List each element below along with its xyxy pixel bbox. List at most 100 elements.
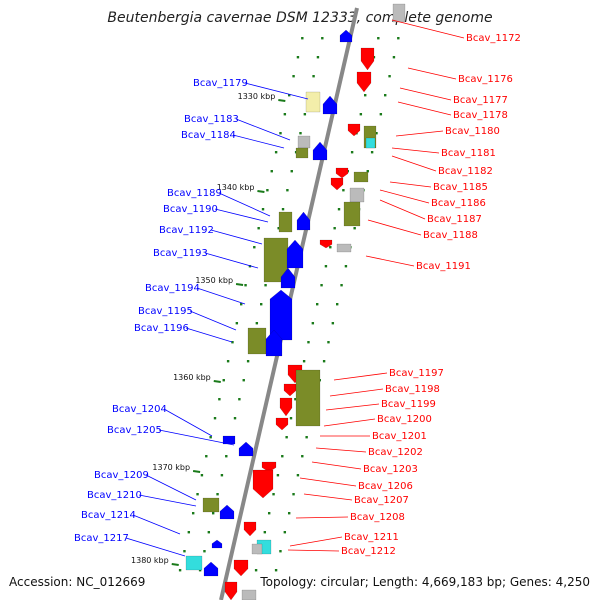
dot-inner-right bbox=[311, 322, 315, 325]
gene-label-left: Bcav_1205 bbox=[107, 425, 162, 436]
gene-reverse-arrow bbox=[330, 177, 344, 191]
dot-inner-right bbox=[272, 493, 275, 496]
dot-outer-right bbox=[279, 550, 282, 553]
dot-inner-right bbox=[359, 113, 363, 116]
gene-olive-box bbox=[278, 211, 293, 233]
gene-leader-line bbox=[289, 536, 343, 547]
dot-outer-right bbox=[292, 493, 295, 496]
gene-reverse-arrow bbox=[347, 123, 361, 137]
dot-outer-left bbox=[222, 379, 225, 382]
dot-inner-left bbox=[321, 37, 324, 40]
gene-leader-line bbox=[311, 461, 362, 470]
gene-leader-line bbox=[132, 514, 181, 535]
gene-leader-line bbox=[323, 418, 376, 427]
label-layer: Bcav_1179 Bcav_1183 Bcav_1184 Bcav_1189 Bcav… bbox=[74, 19, 521, 557]
gene-reverse-arrow bbox=[224, 581, 238, 600]
gene-grey-box bbox=[251, 543, 263, 555]
dot-inner-left bbox=[198, 569, 202, 572]
gene-leader-line bbox=[391, 155, 437, 172]
gene-olive-box bbox=[247, 327, 267, 355]
gene-leader-line bbox=[365, 255, 415, 267]
dot-outer-right bbox=[375, 132, 378, 135]
dot-inner-left bbox=[255, 322, 259, 325]
dot-outer-right bbox=[340, 284, 343, 287]
dot-inner-right bbox=[294, 398, 297, 401]
dot-inner-left bbox=[246, 360, 250, 363]
dot-inner-right bbox=[364, 94, 367, 97]
dot-outer-left bbox=[205, 455, 208, 458]
scale-label: 1350 kbp bbox=[195, 276, 233, 285]
dot-outer-left bbox=[274, 151, 278, 154]
gene-yellow-box bbox=[305, 91, 321, 113]
gene-leader-line bbox=[379, 189, 430, 204]
dot-inner-left bbox=[281, 208, 285, 211]
dot-outer-right bbox=[366, 170, 369, 173]
dot-outer-right bbox=[392, 56, 396, 59]
gene-forward-arrow bbox=[265, 329, 283, 357]
dot-inner-right bbox=[263, 531, 267, 534]
dot-inner-left bbox=[207, 531, 211, 534]
gene-olive-box bbox=[295, 147, 309, 159]
gene-leader-line bbox=[204, 252, 259, 269]
gene-label-right: Bcav_1206 bbox=[358, 481, 413, 492]
gene-label-left: Bcav_1183 bbox=[184, 114, 239, 125]
dot-inner-right bbox=[254, 569, 258, 572]
dot-outer-right bbox=[388, 75, 391, 78]
gene-label-right: Bcav_1172 bbox=[466, 33, 521, 44]
dot-outer-left bbox=[218, 398, 221, 401]
gene-reverse-arrow bbox=[261, 461, 277, 473]
dot-inner-right bbox=[337, 208, 341, 211]
gene-leader-line bbox=[218, 192, 271, 217]
gene-forward-arrow bbox=[203, 561, 219, 577]
dot-outer-left bbox=[270, 170, 273, 173]
accession-text: Accession: NC_012669 bbox=[9, 575, 145, 589]
dot-outer-right bbox=[287, 512, 291, 515]
dot-outer-left bbox=[209, 436, 212, 439]
gene-label-right: Bcav_1198 bbox=[385, 384, 440, 395]
gene-reverse-arrow bbox=[243, 521, 257, 537]
gene-forward-arrow bbox=[286, 239, 304, 269]
scale-label: 1370 kbp bbox=[152, 463, 190, 472]
dot-inner-right bbox=[307, 341, 310, 344]
dot-outer-right bbox=[296, 474, 300, 477]
gene-label-left: Bcav_1193 bbox=[153, 248, 208, 259]
scale-tick bbox=[278, 99, 286, 102]
gene-cyan-box bbox=[185, 555, 203, 571]
gene-leader-line bbox=[379, 199, 426, 220]
gene-leader-line bbox=[303, 493, 353, 501]
gene-leader-line bbox=[391, 147, 440, 154]
gene-label-right: Bcav_1180 bbox=[445, 126, 500, 137]
gene-leader-line bbox=[232, 134, 285, 149]
gene-label-right: Bcav_1199 bbox=[381, 399, 436, 410]
dot-inner-right bbox=[377, 37, 380, 40]
scale-label: 1330 kbp bbox=[238, 92, 276, 101]
gene-forward-arrow bbox=[296, 211, 311, 231]
scale-tick bbox=[257, 190, 265, 193]
dot-outer-left bbox=[266, 189, 269, 192]
dot-inner-right bbox=[350, 151, 354, 154]
gene-reverse-arrow bbox=[360, 47, 375, 71]
gene-label-right: Bcav_1186 bbox=[431, 198, 486, 209]
gene-leader-line bbox=[395, 130, 444, 137]
gene-leader-line bbox=[397, 101, 452, 116]
gene-reverse-arrow bbox=[279, 397, 293, 417]
dot-outer-left bbox=[288, 94, 291, 97]
gene-olive-box bbox=[295, 369, 321, 427]
dot-outer-left bbox=[235, 322, 239, 325]
dot-outer-left bbox=[248, 265, 252, 268]
dot-outer-left bbox=[183, 550, 186, 553]
gene-leader-line bbox=[214, 208, 269, 223]
gene-label-right: Bcav_1187 bbox=[427, 214, 482, 225]
gene-olive-box bbox=[343, 201, 361, 227]
gene-leader-line bbox=[329, 388, 384, 397]
dot-outer-left bbox=[244, 284, 247, 287]
dot-outer-right bbox=[305, 436, 308, 439]
gene-label-left: Bcav_1179 bbox=[193, 78, 248, 89]
dot-outer-left bbox=[213, 417, 217, 420]
dot-outer-left bbox=[196, 493, 199, 496]
dot-inner-right bbox=[342, 189, 345, 192]
gene-layer bbox=[185, 3, 406, 600]
gene-leader-line bbox=[196, 287, 246, 305]
gene-reverse-arrow bbox=[335, 167, 349, 179]
gene-forward-arrow bbox=[219, 504, 235, 520]
